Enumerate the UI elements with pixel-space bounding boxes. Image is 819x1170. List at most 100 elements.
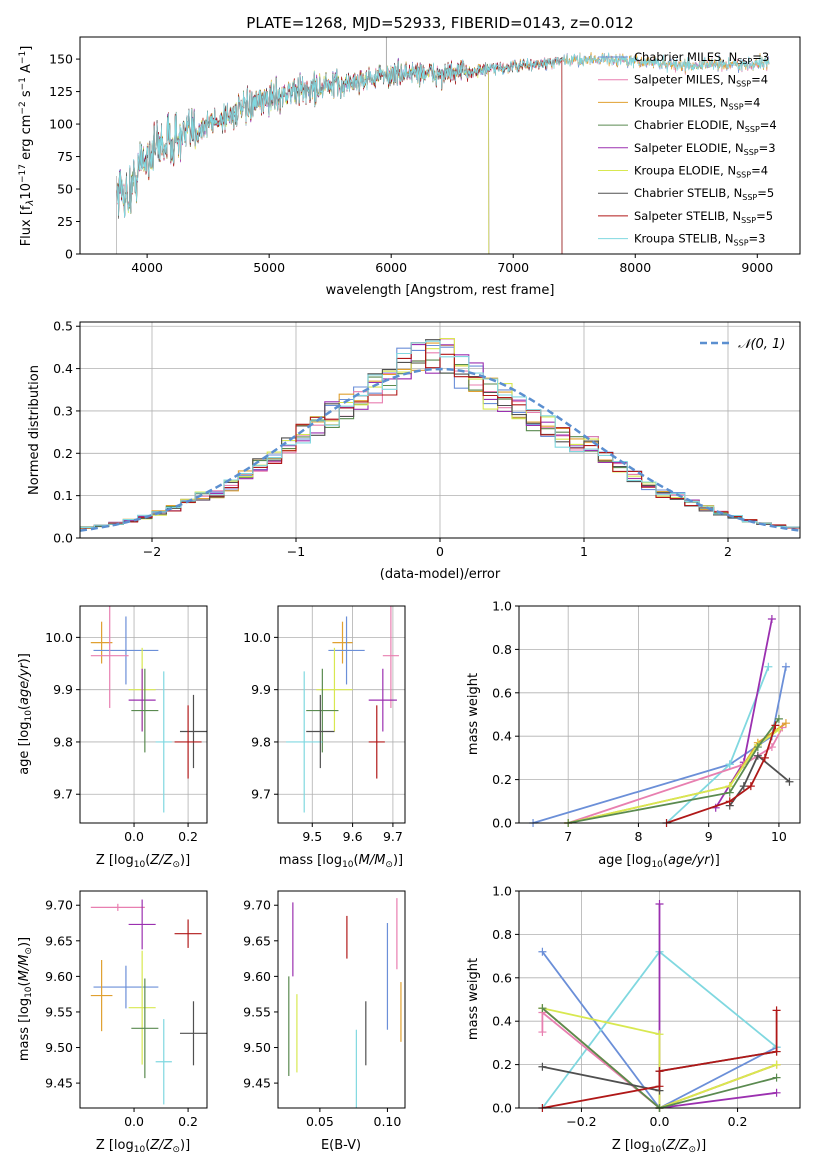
y-tick-label: 9.8 (251, 734, 271, 749)
errorbar-point (128, 899, 156, 950)
y-tick-label: 1.0 (492, 599, 512, 614)
legend-subscript: SSP (736, 80, 751, 89)
mass-vs-ebv-xlabel: E(B-V) (321, 1138, 361, 1153)
y-tick-label: 9.8 (53, 734, 73, 749)
y-tick-label: 0.4 (492, 729, 512, 744)
errorbar-point (155, 1019, 172, 1105)
histogram-panel: −2 −1 0 1 2 0.0 0.1 0.2 0.3 0.4 0.5 (data-model)/e… (27, 319, 801, 582)
legend-subscript: SSP (734, 239, 749, 248)
age-vs-mass-xlabel: mass [log10(M/M⊙)] (279, 853, 403, 870)
errorbar-point (93, 616, 159, 685)
x-tick-label: 1 (580, 544, 588, 559)
massweight-series-line (532, 666, 787, 823)
massweight-marker (785, 777, 794, 786)
legend-subscript: SSP (741, 216, 756, 225)
x-tick-label: 7 (564, 829, 572, 844)
y-tick-label: 9.65 (243, 933, 271, 948)
errorbar-point (174, 919, 202, 948)
errorbar-point (306, 694, 335, 769)
age-vs-mass-frame (277, 605, 406, 824)
legend-nssp: =5 (757, 186, 774, 200)
legend-nssp: =4 (744, 95, 761, 109)
spectrum-ylabel: Flux [fλ10−17 erg cm−2 s−1 A−1] (18, 46, 36, 247)
massweight-series-line (568, 718, 780, 823)
massweight-series-line (729, 754, 791, 807)
massweight-marker (725, 760, 734, 769)
x-tick-label: 10 (771, 829, 787, 844)
x-tick-label: −2 (143, 544, 161, 559)
y-tick-label: 9.50 (243, 1040, 271, 1055)
legend-nssp: =4 (751, 73, 768, 87)
y-tick-label: 9.7 (251, 787, 271, 802)
y-tick-label: 10.0 (45, 630, 73, 645)
x-tick-label: 0.2 (728, 1114, 748, 1129)
y-tick-label: 9.70 (243, 898, 271, 913)
age-vs-z-frame (79, 605, 208, 824)
x-tick-label: 0.05 (306, 1114, 334, 1129)
legend-label: Kroupa MILES, NSSP=4 (634, 95, 760, 111)
massweight-marker (538, 1062, 547, 1071)
y-tick-label: 9.55 (45, 1004, 73, 1019)
errorbar-point (179, 1001, 207, 1066)
age-vs-z-ylabel: age [log10(age/yr)] (17, 653, 34, 775)
spectrum-legend: Chabrier MILES, NSSP=3 Salpeter MILES, NS… (598, 50, 777, 248)
y-tick-label: 0.8 (492, 642, 512, 657)
legend-label: Kroupa STELIB, NSSP=3 (634, 232, 765, 248)
x-tick-label: −1 (287, 544, 305, 559)
massweight-marker (771, 721, 780, 730)
errorbar-point (286, 671, 323, 813)
massweight-marker (772, 1073, 781, 1082)
legend-nssp: =3 (759, 141, 776, 155)
histogram-frame (79, 321, 801, 539)
x-tick-label: 5000 (253, 260, 285, 275)
y-tick-label: 75 (57, 149, 73, 164)
y-tick-label: 9.7 (53, 787, 73, 802)
x-tick-label: 6000 (375, 260, 407, 275)
massweight-marker (781, 662, 790, 671)
massweight-marker (774, 714, 783, 723)
age-vs-z-panel: 0.0 0.2 9.7 9.8 9.9 10.0 Z [log10(Z/Z⊙)] age … (17, 605, 208, 870)
massweight-marker (772, 1060, 781, 1069)
figure-title: PLATE=1268, MJD=52933, FIBERID=0143, z=0… (246, 14, 633, 32)
y-tick-label: 1.0 (492, 884, 512, 899)
x-tick-label: 0.0 (124, 829, 144, 844)
massweight-marker (538, 1028, 547, 1037)
x-tick-label: 0.0 (650, 1114, 670, 1129)
x-tick-label: 7000 (497, 260, 529, 275)
y-tick-label: 0.2 (53, 446, 73, 461)
age-vs-z-plot-area: 0.0 0.2 9.7 9.8 9.9 10.0 (45, 606, 207, 844)
legend-label: Chabrier STELIB, NSSP=5 (634, 186, 774, 202)
legend-label: Kroupa ELODIE, NSSP=4 (634, 164, 768, 180)
massweight-marker (772, 1088, 781, 1097)
y-tick-label: 0.4 (53, 361, 73, 376)
errorbar-point (90, 606, 129, 708)
massweight-marker (725, 788, 734, 797)
massweight-marker (739, 782, 748, 791)
y-tick-label: 9.9 (251, 682, 271, 697)
y-tick-label: 0.1 (53, 488, 73, 503)
y-tick-label: 9.65 (45, 933, 73, 948)
errorbar-point (332, 621, 353, 664)
age-vs-mass-plot-area: 9.5 9.6 9.7 9.7 9.8 9.9 10.0 (243, 606, 405, 844)
y-tick-label: 125 (49, 84, 73, 99)
y-tick-label: 150 (49, 52, 73, 67)
histogram-plot-area: −2 −1 0 1 2 0.0 0.1 0.2 0.3 0.4 0.5 (53, 319, 800, 559)
x-tick-label: −0.2 (566, 1114, 596, 1129)
spectrum-xlabel: wavelength [Angstrom, rest frame] (326, 283, 555, 298)
histogram-ylabel: Normed distribution (27, 365, 42, 495)
massweight-vs-z-plot-area: −0.2 0.0 0.2 0.0 0.2 0.4 0.6 0.8 1.0 (492, 884, 800, 1129)
x-tick-label: 9000 (741, 260, 773, 275)
normal-legend-label: 𝒩(0, 1) (738, 337, 785, 352)
massweight-marker (655, 1030, 664, 1039)
histogram-xlabel: (data-model)/error (380, 567, 501, 582)
errorbar-point (93, 965, 159, 1009)
errorbar-point (382, 606, 399, 708)
age-vs-mass-panel: 9.5 9.6 9.7 9.7 9.8 9.9 10.0 mass [log10(M/M⊙)… (243, 605, 406, 870)
errorbar-point (90, 621, 113, 664)
legend-nssp: =4 (751, 164, 768, 178)
mass-vs-ebv-plot-area: 0.05 0.10 9.45 9.50 9.55 9.60 9.65 9.70 (243, 898, 402, 1129)
massweight-marker (753, 751, 762, 760)
legend-label: Chabrier ELODIE, NSSP=4 (634, 118, 777, 134)
errorbar-point (368, 705, 385, 779)
massweight-vs-z-panel: −0.2 0.0 0.2 0.0 0.2 0.4 0.6 0.8 1.0 Z [log10(Z/… (466, 884, 801, 1155)
